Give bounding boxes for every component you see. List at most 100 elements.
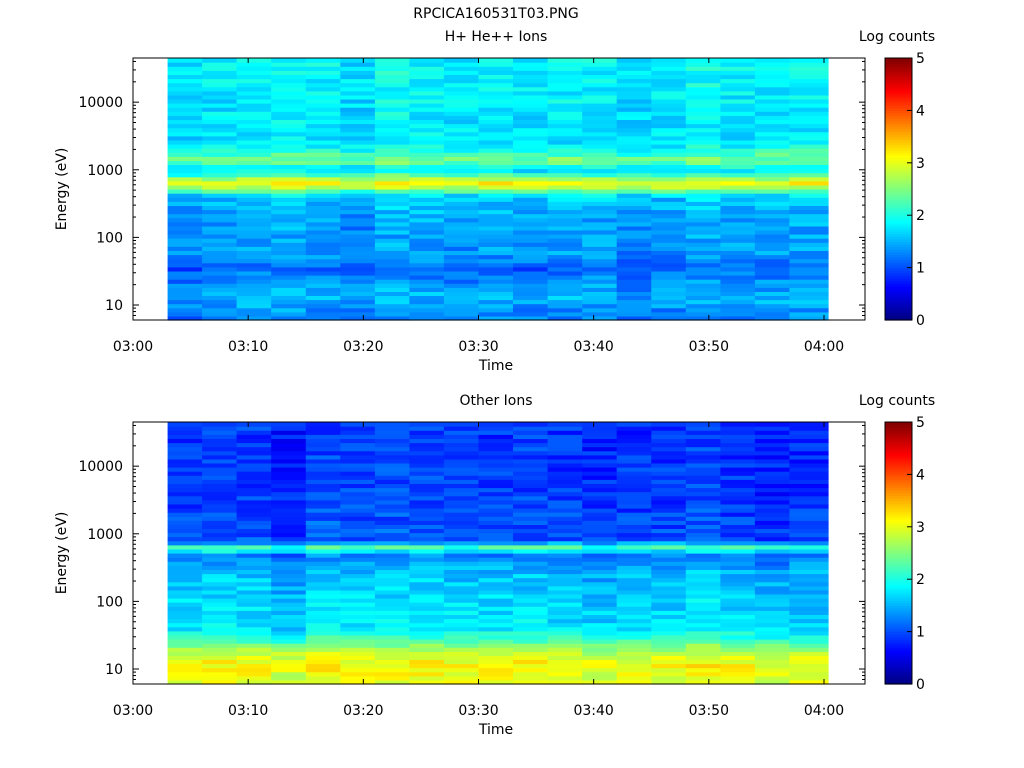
spectrogram-cell: [443, 184, 480, 190]
spectrogram-cell: [789, 639, 829, 644]
spectrogram-cell: [651, 626, 687, 632]
spectrogram-cell: [271, 458, 307, 464]
spectrogram-cell: [340, 139, 376, 145]
spectrogram-cell: [582, 663, 618, 669]
spectrogram-cell: [478, 651, 514, 656]
spectrogram-cell: [547, 266, 583, 272]
spectrogram-cell: [167, 495, 203, 501]
spectrogram-cell: [616, 659, 652, 665]
spectrogram-cell: [236, 569, 272, 575]
spectrogram-cell: [616, 573, 652, 579]
spectrogram-cell: [340, 606, 376, 611]
spectrogram-cell: [167, 184, 203, 190]
spectrogram-cell: [616, 626, 652, 632]
spectrogram-cell: [616, 201, 652, 206]
spectrogram-cell: [443, 78, 480, 84]
spectrogram-cell: [478, 164, 514, 170]
spectrogram-cell: [720, 647, 756, 652]
spectrogram-cell: [789, 663, 829, 669]
colorbar-segment: [885, 492, 912, 496]
spectrogram-cell: [340, 111, 376, 116]
spectrogram-cell: [720, 610, 756, 615]
spectrogram-cell: [202, 516, 238, 521]
spectrogram-cell: [685, 659, 721, 665]
spectrogram-cell: [754, 103, 790, 108]
spectrogram-cell: [651, 90, 687, 96]
spectrogram-cell: [582, 70, 618, 75]
spectrogram-cell: [720, 184, 756, 190]
spectrogram-cell: [685, 193, 721, 198]
spectrogram-cell: [513, 553, 549, 558]
spectrogram-cell: [513, 279, 549, 284]
spectrogram-cell: [443, 589, 480, 595]
spectrogram-cell: [685, 655, 721, 660]
spectrogram-cell: [685, 172, 721, 178]
spectrogram-cell: [685, 160, 721, 165]
spectrogram-cell: [305, 475, 341, 480]
spectrogram-cell: [305, 647, 341, 652]
colorbar-segment: [885, 63, 912, 67]
spectrogram-cell: [443, 655, 480, 660]
spectrogram-cell: [720, 139, 756, 145]
spectrogram-cell: [720, 679, 756, 685]
spectrogram-cell: [340, 454, 376, 460]
spectrogram-cell: [236, 626, 272, 632]
spectrogram-cell: [236, 78, 272, 84]
spectrogram-cell: [478, 512, 514, 517]
spectrogram-cell: [271, 450, 307, 456]
spectrogram-cell: [754, 221, 790, 227]
spectrogram-cell: [409, 675, 445, 681]
spectrogram-cell: [478, 663, 514, 669]
spectrogram-cell: [271, 94, 307, 100]
spectrogram-cell: [685, 602, 721, 607]
spectrogram-cell: [582, 491, 618, 497]
spectrogram-cell: [374, 446, 411, 452]
spectrogram-cell: [374, 86, 411, 92]
spectrogram-cell: [513, 217, 549, 223]
spectrogram-cell: [340, 221, 376, 227]
spectrogram-cell: [236, 213, 272, 219]
spectrogram-cell: [202, 144, 238, 149]
spectrogram-cell: [409, 94, 445, 100]
spectrogram-cell: [443, 189, 480, 194]
spectrogram-cell: [720, 180, 756, 186]
spectrogram-cell: [478, 450, 514, 456]
spectrogram-cell: [582, 221, 618, 227]
spectrogram-cell: [443, 553, 480, 558]
spectrogram-cell: [582, 569, 618, 575]
spectrogram-cell: [409, 598, 445, 603]
spectrogram-cell: [513, 58, 549, 63]
colorbar-segment: [885, 623, 912, 627]
spectrogram-cell: [340, 622, 376, 628]
spectrogram-cell: [271, 229, 307, 235]
spectrogram-cell: [167, 94, 203, 100]
spectrogram-cell: [202, 209, 238, 215]
spectrogram-cell: [236, 90, 272, 96]
spectrogram-cell: [651, 548, 687, 554]
spectrogram-cell: [374, 78, 411, 84]
spectrogram-cell: [305, 94, 341, 100]
spectrogram-cell: [374, 454, 411, 460]
spectrogram-cell: [651, 303, 687, 309]
spectrogram-cell: [513, 471, 549, 476]
spectrogram-cell: [443, 291, 480, 296]
spectrogram-cell: [754, 287, 790, 292]
spectrogram-cell: [409, 438, 445, 444]
spectrogram-cell: [305, 131, 341, 137]
spectrogram-cell: [202, 307, 238, 313]
colorbar-segment: [885, 71, 912, 75]
spectrogram-cell: [409, 462, 445, 468]
spectrogram-cell: [374, 569, 411, 575]
spectrogram-cell: [340, 516, 376, 521]
spectrogram-cell: [202, 246, 238, 251]
spectrogram-cell: [616, 483, 652, 489]
spectrogram-cell: [443, 643, 480, 648]
spectrogram-cell: [720, 561, 756, 566]
spectrogram-cell: [236, 270, 272, 276]
spectrogram-cell: [374, 630, 411, 636]
spectrogram-cell: [754, 311, 790, 317]
spectrogram-cell: [547, 446, 583, 452]
spectrogram-cell: [478, 152, 514, 157]
colorbar-segment: [885, 209, 912, 214]
spectrogram-cell: [167, 266, 203, 272]
